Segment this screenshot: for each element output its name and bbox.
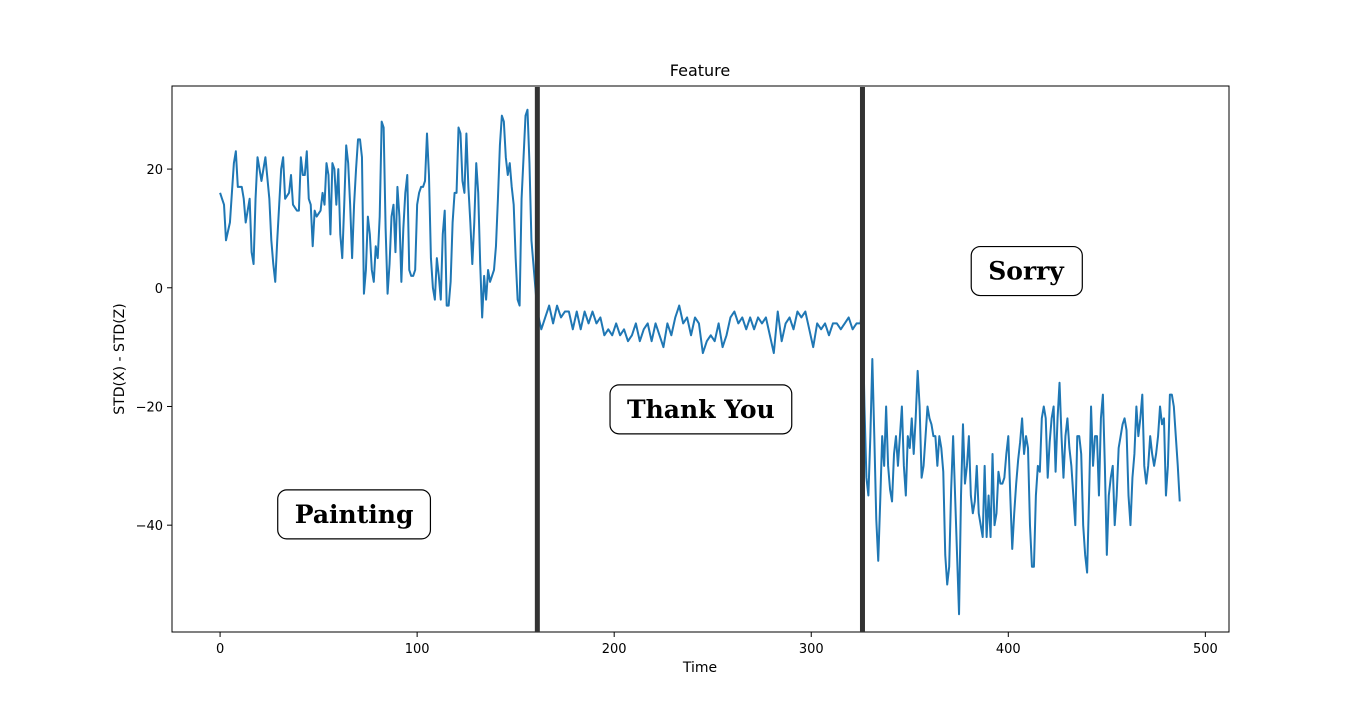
- x-axis: 0 100 200 300 400 500: [216, 632, 1218, 657]
- region-label-box: Painting: [277, 489, 432, 540]
- y-tick-label: 20: [146, 163, 163, 178]
- region-label: Sorry: [988, 257, 1065, 286]
- y-axis-label: STD(X) - STD(Z): [112, 303, 128, 414]
- y-tick-label: −20: [136, 400, 163, 415]
- x-tick-label: 0: [216, 642, 224, 657]
- y-axis: −40 −20 0 20: [136, 163, 172, 534]
- region-label: Painting: [295, 500, 414, 529]
- x-tick-label: 500: [1193, 642, 1218, 657]
- x-tick-label: 300: [799, 642, 824, 657]
- region-label-frame: [609, 384, 793, 435]
- x-axis-label: Time: [682, 660, 717, 676]
- region-labels: Painting Thank You Sorry: [277, 245, 1083, 540]
- region-label-frame: [970, 245, 1083, 297]
- region-label-box: Sorry: [970, 245, 1083, 297]
- x-tick-label: 200: [602, 642, 627, 657]
- region-dividers: [534, 87, 865, 632]
- series-line: [219, 108, 1181, 616]
- x-tick-label: 100: [405, 642, 430, 657]
- chart-title: Feature: [670, 61, 730, 80]
- plot-frame: [171, 85, 1230, 633]
- y-tick-label: −40: [136, 519, 163, 534]
- region-label-frame: [277, 489, 432, 540]
- region-label: Thank You: [627, 395, 775, 424]
- y-tick-label: 0: [155, 282, 163, 297]
- x-tick-label: 400: [996, 642, 1021, 657]
- plot-area: [219, 108, 1181, 616]
- region-label-box: Thank You: [609, 384, 793, 435]
